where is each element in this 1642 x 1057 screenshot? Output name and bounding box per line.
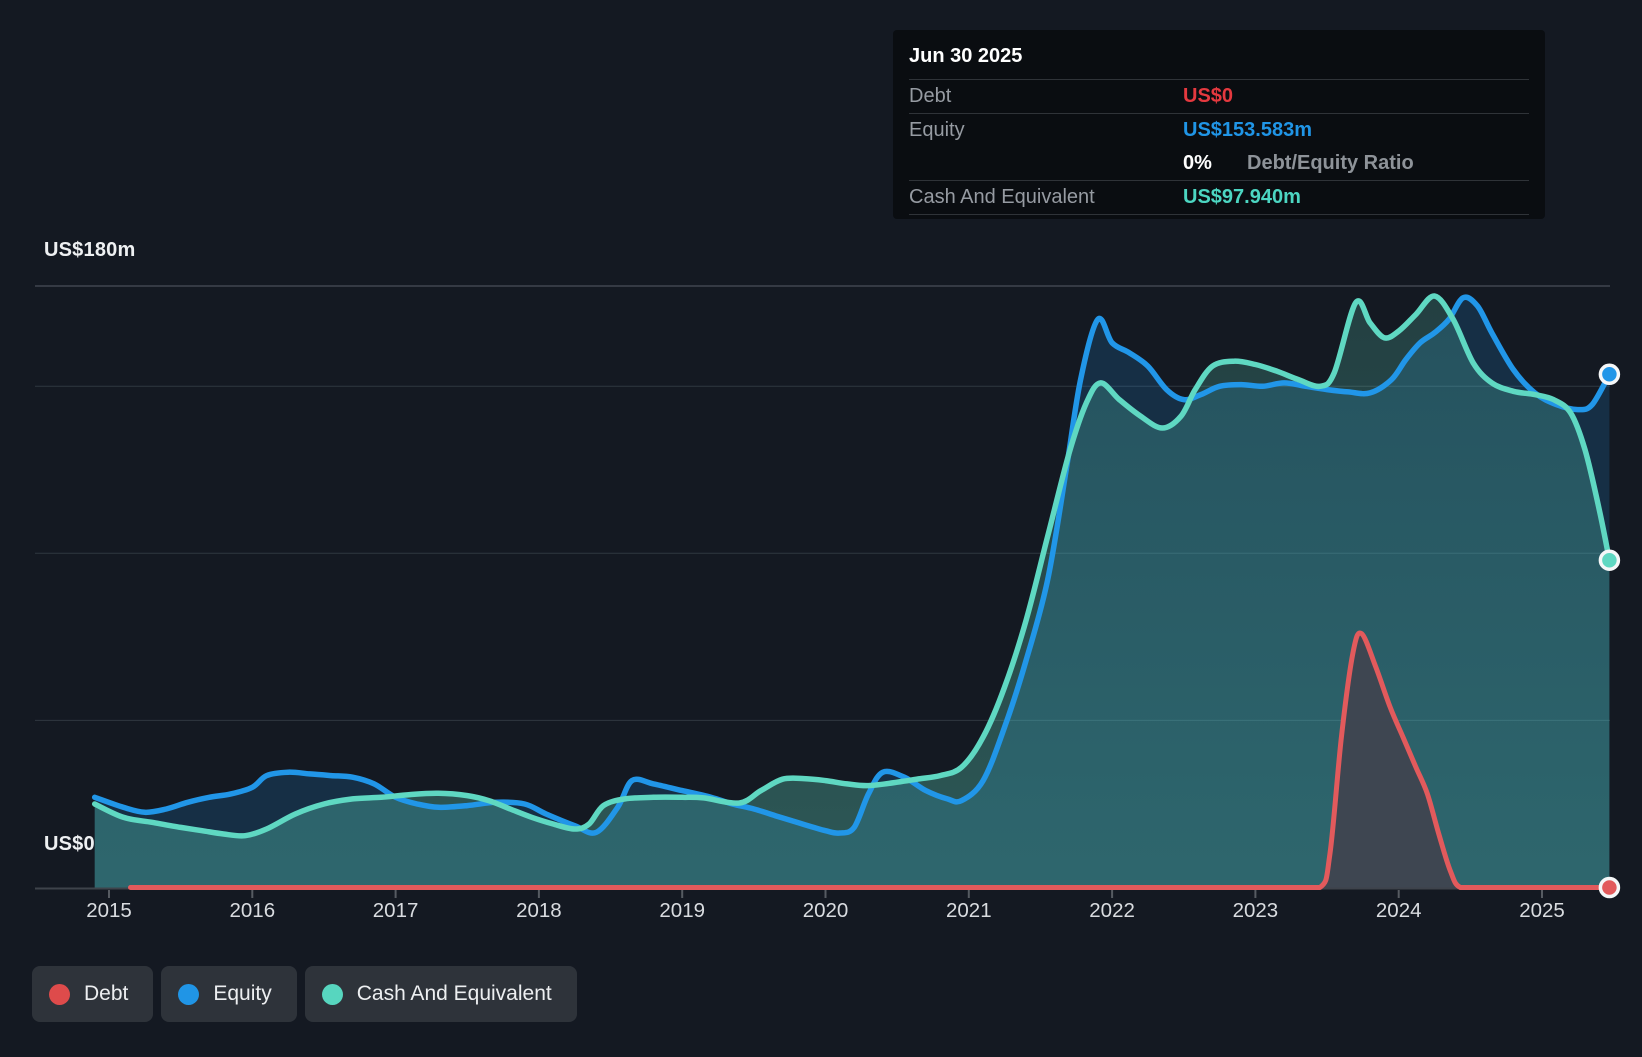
tooltip-ratio-label: Debt/Equity Ratio [1247, 152, 1414, 174]
chart-legend: Debt Equity Cash And Equivalent [32, 966, 577, 1022]
x-tick-label: 2020 [803, 899, 849, 922]
tooltip-debt-label: Debt [909, 85, 952, 107]
x-tick-label: 2023 [1233, 899, 1279, 922]
debt-series-dot-icon [49, 983, 70, 1005]
tooltip-cash-label: Cash And Equivalent [909, 186, 1095, 208]
x-tick-label: 2017 [373, 899, 419, 922]
equity-series-dot-icon [178, 983, 200, 1005]
tooltip-date: Jun 30 2025 [909, 45, 1023, 67]
tooltip-equity-value: US$153.583m [1183, 119, 1312, 141]
tooltip-equity-label: Equity [909, 119, 965, 141]
cash-endpoint-dot [1598, 549, 1621, 571]
x-tick-label: 2025 [1519, 899, 1565, 922]
x-tick-label: 2015 [86, 899, 132, 922]
cash-area [94, 295, 1610, 889]
cash-line [91, 293, 1613, 839]
cash-series-dot-icon [321, 983, 343, 1005]
x-tick-label: 2019 [659, 899, 705, 922]
debt-line [128, 630, 1612, 891]
tooltip-cash-value: US$97.940m [1183, 186, 1301, 208]
x-tick-label: 2021 [946, 899, 992, 922]
tooltip-debt-value: US$0 [1183, 85, 1234, 107]
chart-tooltip: Jun 30 2025 Debt US$0 Equity US$153.583m… [893, 30, 1545, 219]
legend-debt-label: Debt [84, 982, 129, 1005]
tooltip-row-equity: Equity US$153.583m [909, 113, 1529, 147]
x-tick-label: 2016 [229, 899, 275, 922]
equity-endpoint-dot [1598, 363, 1621, 386]
legend-item-equity[interactable]: Equity [161, 966, 297, 1022]
x-tick-label: 2022 [1089, 899, 1135, 922]
y-axis-max-label: US$180m [44, 239, 136, 261]
debt-endpoint-dot [1598, 876, 1621, 899]
tooltip-ratio-value: 0% [1183, 152, 1212, 174]
legend-equity-label: Equity [213, 982, 272, 1005]
x-tick-label: 2024 [1376, 899, 1422, 922]
tooltip-row-debt: Debt US$0 [909, 79, 1529, 113]
legend-cash-label: Cash And Equivalent [356, 982, 552, 1005]
tooltip-row-cash: Cash And Equivalent US$97.940m [909, 181, 1529, 215]
x-axis-ticks: 2015 2016 2017 2018 2019 2020 2021 2022 2023 2024… [86, 890, 1565, 922]
legend-item-debt[interactable]: Debt [32, 966, 154, 1022]
legend-item-cash[interactable]: Cash And Equivalent [304, 966, 577, 1022]
tooltip-row-ratio: 0% Debt/Equity Ratio [909, 147, 1529, 181]
y-axis-zero-label: US$0 [44, 833, 95, 855]
equity-line [91, 294, 1613, 836]
x-tick-label: 2018 [516, 899, 562, 922]
